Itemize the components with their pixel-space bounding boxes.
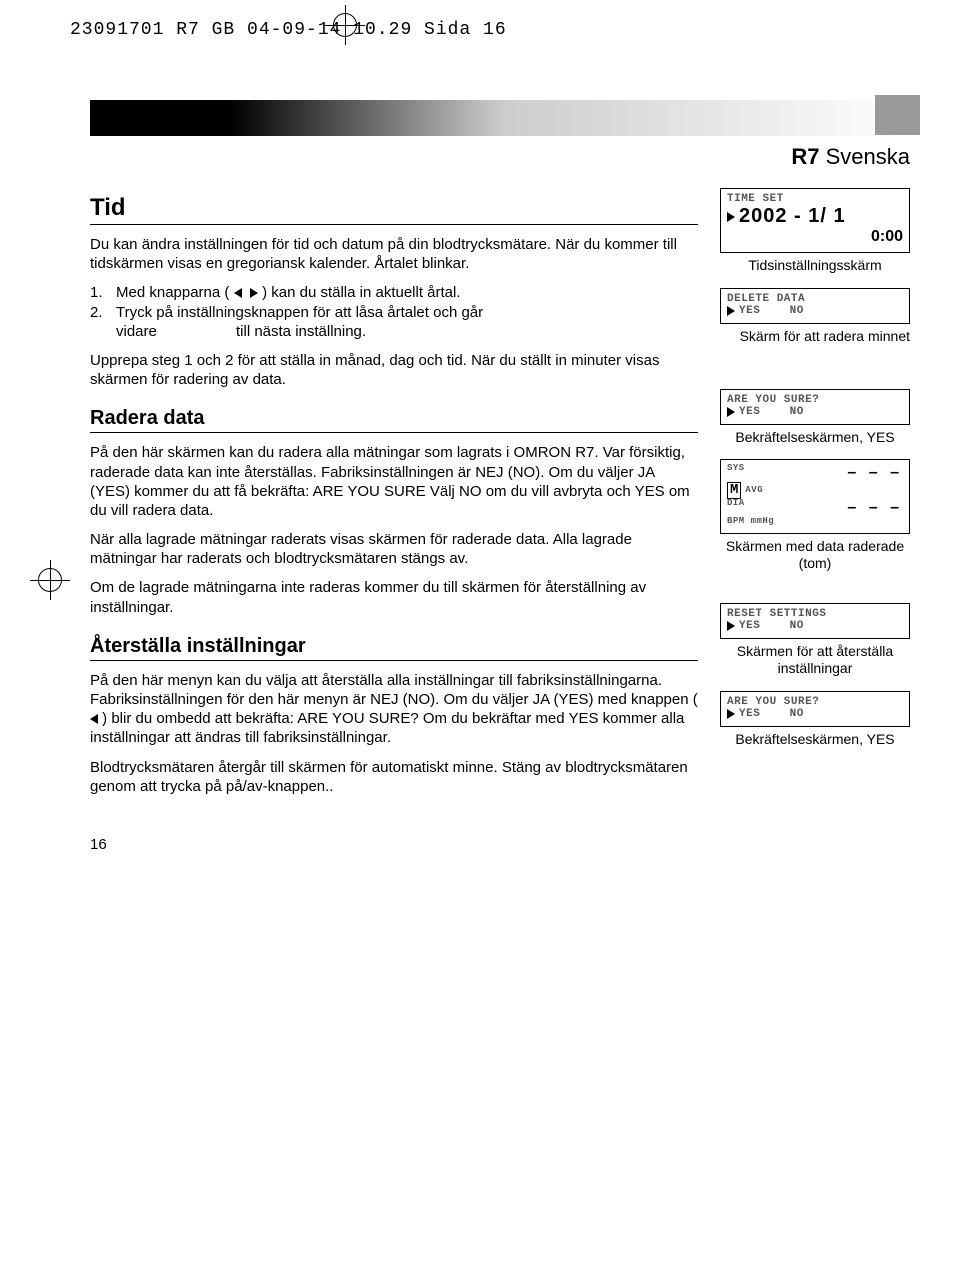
triangle-right-icon [727, 306, 735, 316]
black-bar [90, 100, 230, 136]
crop-circle-left [38, 568, 62, 592]
language-label: Svenska [826, 144, 910, 169]
lcd-option-yes: YES [739, 708, 760, 720]
lcd-option-no: NO [790, 406, 804, 418]
tid-step-2b: vidare till nästa inställning. [90, 322, 698, 341]
screen-caption: Bekräftelseskärmen, YES [720, 731, 910, 748]
memory-icon: M [727, 482, 741, 499]
triangle-right-icon [727, 212, 735, 222]
aterstalla-paragraph-2: Blodtrycksmätaren återgår till skärmen f… [90, 758, 698, 796]
lcd-option-yes: YES [739, 305, 760, 317]
lcd-screen-reset-settings: RESET SETTINGS YES NO [720, 603, 910, 639]
content-columns: Tid Du kan ändra inställningen för tid o… [90, 188, 910, 806]
lcd-option-yes: YES [739, 406, 760, 418]
aterstalla-paragraph-1: På den här menyn kan du välja att återst… [90, 671, 698, 748]
lcd-screen-data-erased: SYS – – – M AVG DIA – – – BPM mmHg [720, 459, 910, 533]
lcd-title: ARE YOU SURE? [727, 696, 903, 708]
page-container: 23091701 R7 GB 04-09-14 10.29 Sida 16 R7… [0, 0, 960, 883]
lcd-option-no: NO [790, 305, 804, 317]
lcd-title: ARE YOU SURE? [727, 394, 903, 406]
step-number: 1. [90, 283, 116, 302]
triangle-right-icon [727, 621, 735, 631]
lcd-date: 2002 - 1/ 1 [739, 205, 846, 228]
lcd-screen-confirm-2: ARE YOU SURE? YES NO [720, 691, 910, 727]
lcd-option-no: NO [790, 620, 804, 632]
title-bar-row [90, 100, 910, 136]
model-label: R7 [791, 144, 819, 169]
lcd-units-label: BPM mmHg [727, 517, 903, 527]
tid-step-1: 1. Med knapparna ( ) kan du ställa in ak… [90, 283, 698, 302]
triangle-left-icon [90, 714, 98, 724]
screen-caption: Tidsinställningsskärm [720, 257, 910, 274]
lcd-dashes: – – – [847, 464, 903, 482]
triangle-right-icon [250, 288, 258, 298]
triangle-right-icon [727, 709, 735, 719]
crop-circle-top [333, 13, 357, 37]
manual-language-label: R7 Svenska [90, 144, 910, 170]
gradient-bar [230, 100, 910, 136]
main-column: Tid Du kan ändra inställningen för tid o… [90, 188, 698, 806]
lcd-sys-label: SYS [727, 464, 745, 482]
triangle-left-icon [234, 288, 242, 298]
triangle-right-icon [727, 407, 735, 417]
step-text: Med knapparna ( ) kan du ställa in aktue… [116, 283, 698, 302]
lcd-dashes: – – – [847, 499, 903, 517]
screen-caption: Skärmen med data raderade (tom) [720, 538, 910, 572]
lcd-title: RESET SETTINGS [727, 608, 903, 620]
lcd-time: 0:00 [727, 228, 903, 246]
radera-paragraph-3: Om de lagrade mätningarna inte raderas k… [90, 578, 698, 616]
grey-page-tab [875, 95, 920, 135]
lcd-title: TIME SET [727, 193, 903, 205]
lcd-screen-time-set: TIME SET 2002 - 1/ 1 0:00 [720, 188, 910, 253]
screen-caption: Skärmen för att återställa inställningar [720, 643, 910, 677]
step-text: Tryck på inställningsknappen för att lås… [116, 303, 698, 322]
lcd-dia-label: DIA [727, 499, 745, 517]
radera-paragraph-2: När alla lagrade mätningar raderats visa… [90, 530, 698, 568]
step-number: 2. [90, 303, 116, 322]
sidebar-column: TIME SET 2002 - 1/ 1 0:00 Tidsinställnin… [720, 188, 910, 806]
section-heading-radera: Radera data [90, 407, 698, 433]
tid-intro-paragraph: Du kan ändra inställningen för tid och d… [90, 235, 698, 273]
tid-step-list: 1. Med knapparna ( ) kan du ställa in ak… [90, 283, 698, 341]
lcd-title: DELETE DATA [727, 293, 903, 305]
lcd-avg-label: AVG [745, 486, 763, 496]
document-header: 23091701 R7 GB 04-09-14 10.29 Sida 16 [70, 20, 910, 40]
page-number: 16 [90, 836, 910, 853]
tid-repeat-paragraph: Upprepa steg 1 och 2 för att ställa in m… [90, 351, 698, 389]
section-heading-tid: Tid [90, 194, 698, 225]
lcd-screen-delete-data: DELETE DATA YES NO [720, 288, 910, 324]
screen-caption: Bekräftelseskärmen, YES [720, 429, 910, 446]
screen-caption: Skärm för att radera minnet [720, 328, 910, 345]
radera-paragraph-1: På den här skärmen kan du radera alla mä… [90, 443, 698, 520]
lcd-screen-confirm-1: ARE YOU SURE? YES NO [720, 389, 910, 425]
lcd-option-no: NO [790, 708, 804, 720]
lcd-option-yes: YES [739, 620, 760, 632]
section-heading-aterstalla: Återställa inställningar [90, 635, 698, 661]
tid-step-2: 2. Tryck på inställningsknappen för att … [90, 303, 698, 322]
